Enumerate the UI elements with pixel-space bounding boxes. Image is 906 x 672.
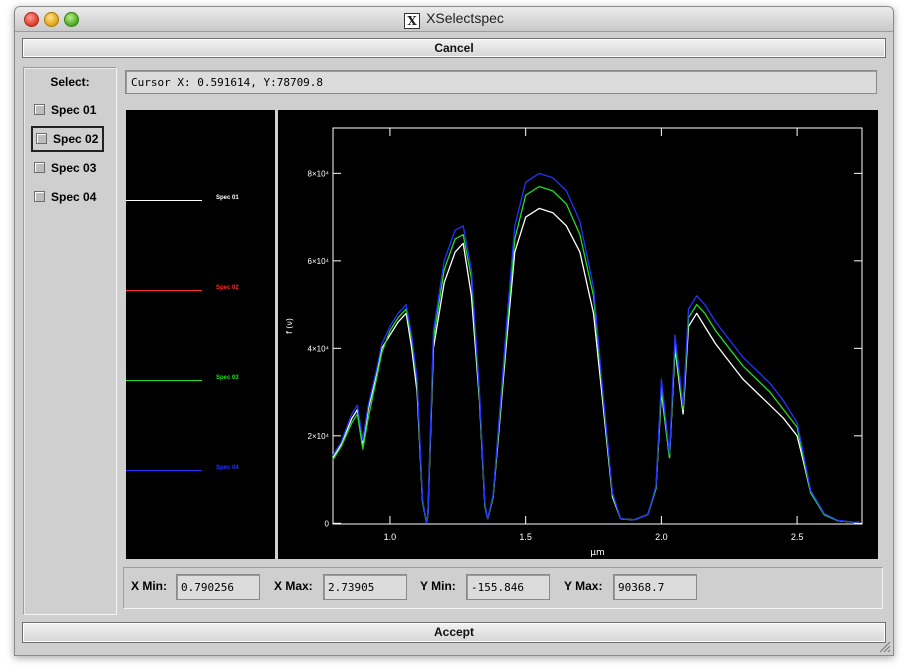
spec-04-checkbox[interactable]: Spec 04 (34, 186, 96, 208)
legend-label-spec-01: Spec 01 (216, 195, 239, 201)
chart-axes: 1.0 1.5 2.0 2.5 0 2×10⁴ 4×10⁴ 6×10⁴ 8×10⁴ μm f (ν) (285, 127, 863, 558)
y-tick-label: 8×10⁴ (308, 169, 330, 178)
legend-line-spec-03 (126, 380, 202, 381)
y-tick-label: 6×10⁴ (308, 257, 330, 266)
x-tick-label: 1.5 (519, 532, 532, 542)
spec-04-label: Spec 04 (51, 190, 97, 204)
resize-grip-icon[interactable] (878, 640, 891, 653)
title-bar: X XSelectspec (15, 7, 893, 32)
spec-03-checkbox[interactable]: Spec 03 (34, 157, 96, 179)
checkbox-icon (34, 104, 45, 115)
zoom-window-button[interactable] (64, 12, 79, 27)
x-tick-label: 1.0 (384, 532, 397, 542)
checkbox-icon (36, 133, 47, 144)
cursor-readout: Cursor X: 0.591614, Y:78709.8 (125, 70, 877, 94)
legend-panel: Spec 01 Spec 02 Spec 03 Spec 04 (126, 110, 275, 559)
legend-line-spec-02 (126, 290, 202, 291)
accept-button[interactable]: Accept (22, 622, 886, 643)
x-min-field[interactable]: 0.790256 (176, 574, 260, 600)
y-tick-label: 2×10⁴ (308, 432, 330, 441)
select-label: Select: (50, 75, 90, 89)
x-tick-label: 2.5 (791, 532, 804, 542)
y-min-label: Y Min: (420, 579, 456, 593)
series-line-spec-01 (332, 207, 860, 524)
legend-label-spec-04: Spec 04 (216, 465, 239, 471)
y-max-label: Y Max: (564, 579, 603, 593)
spec-02-label: Spec 02 (53, 132, 99, 146)
y-tick-label: 4×10⁴ (308, 344, 330, 353)
chart-series (332, 172, 860, 524)
spectrum-plot[interactable]: 1.0 1.5 2.0 2.5 0 2×10⁴ 4×10⁴ 6×10⁴ 8×10⁴ μm f (ν) (278, 110, 878, 559)
legend-label-spec-02: Spec 02 (216, 285, 239, 291)
select-panel: Select: Spec 01 Spec 02 Spec 03 Spec 04 (23, 67, 117, 615)
x-min-label: X Min: (131, 579, 167, 593)
xselectspec-window: X XSelectspec Cancel Select: Spec 01 Spec… (14, 6, 894, 656)
y-axis-label: f (ν) (285, 318, 294, 334)
y-max-field[interactable]: 90368.7 (613, 574, 697, 600)
checkbox-icon (34, 191, 45, 202)
checkbox-icon (34, 162, 45, 173)
x11-icon: X (404, 13, 421, 29)
spec-02-checkbox[interactable]: Spec 02 (30, 126, 105, 152)
legend-label-spec-03: Spec 03 (216, 375, 239, 381)
close-window-button[interactable] (24, 12, 39, 27)
spec-03-label: Spec 03 (51, 161, 97, 175)
x-max-field[interactable]: 2.73905 (323, 574, 407, 600)
minimize-window-button[interactable] (44, 12, 59, 27)
spectrum-chart-svg: 1.0 1.5 2.0 2.5 0 2×10⁴ 4×10⁴ 6×10⁴ 8×10⁴ μm f (ν) (285, 127, 863, 558)
y-tick-label: 0 (325, 519, 330, 528)
y-min-field[interactable]: -155.846 (466, 574, 550, 600)
x-axis-label: μm (590, 548, 605, 558)
range-panel (123, 567, 883, 609)
spec-01-label: Spec 01 (51, 103, 97, 117)
legend-line-spec-01 (126, 200, 202, 201)
plot-frame (332, 127, 863, 525)
x-tick-label: 2.0 (655, 532, 668, 542)
x-max-label: X Max: (274, 579, 313, 593)
series-line-spec-04 (332, 172, 860, 524)
spec-01-checkbox[interactable]: Spec 01 (34, 99, 96, 121)
series-line-spec-03 (332, 185, 860, 524)
legend-line-spec-04 (126, 470, 202, 471)
window-title-wrap: X XSelectspec (15, 10, 893, 29)
cancel-button[interactable]: Cancel (22, 38, 886, 58)
window-title: XSelectspec (426, 10, 504, 26)
